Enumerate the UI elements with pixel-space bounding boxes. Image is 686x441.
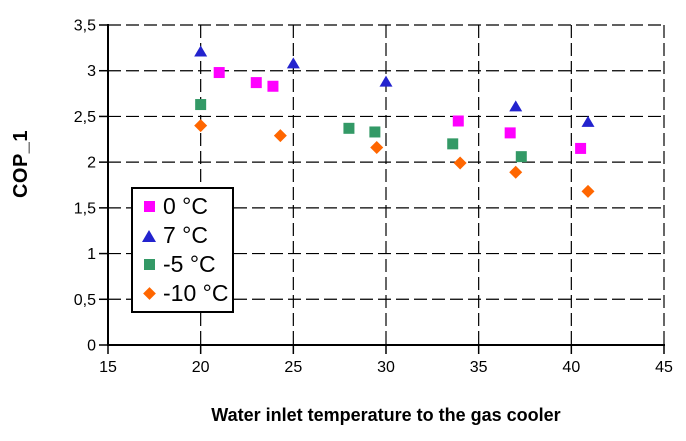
y-axis-title: COP_1: [10, 129, 32, 199]
y-tick-label: 0,5: [74, 292, 96, 309]
data-point-series-2: [343, 122, 355, 134]
legend-marker-triangle-icon: [141, 229, 157, 242]
data-point-series-0: [250, 77, 262, 89]
y-tick-label: 1: [87, 246, 96, 263]
legend-item-7c: 7 °C: [141, 224, 232, 247]
data-point-series-3: [581, 184, 595, 198]
x-tick-label: 30: [377, 359, 395, 376]
data-point-series-3: [273, 129, 287, 143]
legend: 0 °C 7 °C -5 °C -10 °C: [131, 187, 234, 313]
legend-label: 7 °C: [163, 222, 208, 248]
data-point-series-0: [267, 80, 279, 92]
data-point-series-2: [195, 99, 207, 111]
data-point-series-2: [369, 126, 381, 138]
legend-item-minus5c: -5 °C: [141, 253, 232, 276]
data-point-series-1: [509, 100, 523, 112]
x-tick-label: 45: [655, 359, 673, 376]
y-tick-label: 3: [87, 63, 96, 80]
legend-marker-square-icon: [141, 201, 157, 212]
x-tick-label: 25: [284, 359, 302, 376]
legend-label: -10 °C: [163, 280, 229, 306]
data-point-series-1: [581, 115, 595, 127]
legend-label: 0 °C: [163, 193, 208, 219]
data-point-series-0: [452, 115, 464, 127]
data-point-series-3: [194, 119, 208, 133]
x-tick-label: 20: [192, 359, 210, 376]
data-point-series-1: [379, 75, 393, 87]
x-axis-title: Water inlet temperature to the gas coole…: [211, 405, 561, 425]
y-tick-label: 3,5: [74, 18, 96, 35]
x-tick-label: 35: [470, 359, 488, 376]
data-point-series-1: [194, 45, 208, 57]
legend-label: -5 °C: [163, 251, 216, 277]
legend-item-minus10c: -10 °C: [141, 282, 232, 305]
legend-marker-square-icon: [141, 259, 157, 270]
data-point-series-3: [509, 165, 523, 179]
data-point-series-0: [213, 67, 225, 79]
legend-item-0c: 0 °C: [141, 195, 232, 218]
data-point-series-0: [575, 142, 587, 154]
y-tick-label: 2: [87, 155, 96, 172]
y-tick-label: 2,5: [74, 109, 96, 126]
x-tick-label: 15: [99, 359, 117, 376]
y-tick-label: 1,5: [74, 200, 96, 217]
data-point-series-0: [504, 127, 516, 139]
legend-marker-diamond-icon: [141, 287, 157, 300]
data-point-series-3: [370, 141, 384, 155]
data-point-series-1: [286, 57, 300, 69]
x-tick-label: 40: [562, 359, 580, 376]
y-tick-label: 0: [87, 338, 96, 355]
data-point-series-2: [447, 138, 459, 150]
data-point-series-2: [515, 151, 527, 163]
data-point-series-3: [453, 156, 467, 170]
